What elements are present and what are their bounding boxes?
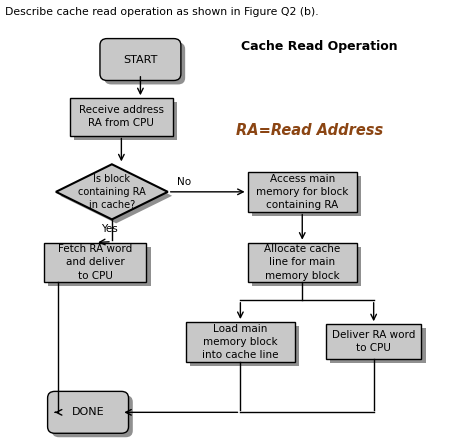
Polygon shape <box>56 164 168 220</box>
Text: Fetch RA word
and deliver
to CPU: Fetch RA word and deliver to CPU <box>58 244 132 280</box>
FancyBboxPatch shape <box>70 98 172 136</box>
FancyBboxPatch shape <box>75 102 177 139</box>
FancyBboxPatch shape <box>190 326 299 366</box>
Text: Deliver RA word
to CPU: Deliver RA word to CPU <box>332 330 416 353</box>
FancyBboxPatch shape <box>48 392 129 433</box>
Text: Allocate cache
line for main
memory block: Allocate cache line for main memory bloc… <box>264 244 340 280</box>
Text: Receive address
RA from CPU: Receive address RA from CPU <box>79 105 164 128</box>
FancyBboxPatch shape <box>252 176 361 216</box>
Text: Load main
memory block
into cache line: Load main memory block into cache line <box>202 324 278 360</box>
FancyBboxPatch shape <box>49 247 150 286</box>
Text: START: START <box>123 55 158 64</box>
FancyBboxPatch shape <box>326 324 421 359</box>
Text: Access main
memory for block
containing RA: Access main memory for block containing … <box>256 174 348 210</box>
FancyBboxPatch shape <box>44 243 147 282</box>
FancyBboxPatch shape <box>186 322 295 362</box>
Text: No: No <box>177 176 191 187</box>
FancyBboxPatch shape <box>248 243 357 282</box>
Polygon shape <box>60 168 172 224</box>
FancyBboxPatch shape <box>248 172 357 212</box>
Text: Cache Read Operation: Cache Read Operation <box>240 40 397 53</box>
FancyBboxPatch shape <box>252 247 361 286</box>
FancyBboxPatch shape <box>52 395 133 437</box>
Text: Yes: Yes <box>101 224 118 234</box>
Text: RA=Read Address: RA=Read Address <box>236 123 383 138</box>
Text: Describe cache read operation as shown in Figure Q2 (b).: Describe cache read operation as shown i… <box>5 7 318 17</box>
FancyBboxPatch shape <box>104 43 185 85</box>
FancyBboxPatch shape <box>330 328 426 363</box>
Text: Is block
containing RA
in cache?: Is block containing RA in cache? <box>78 174 146 210</box>
FancyBboxPatch shape <box>100 39 181 80</box>
Text: DONE: DONE <box>72 407 104 417</box>
